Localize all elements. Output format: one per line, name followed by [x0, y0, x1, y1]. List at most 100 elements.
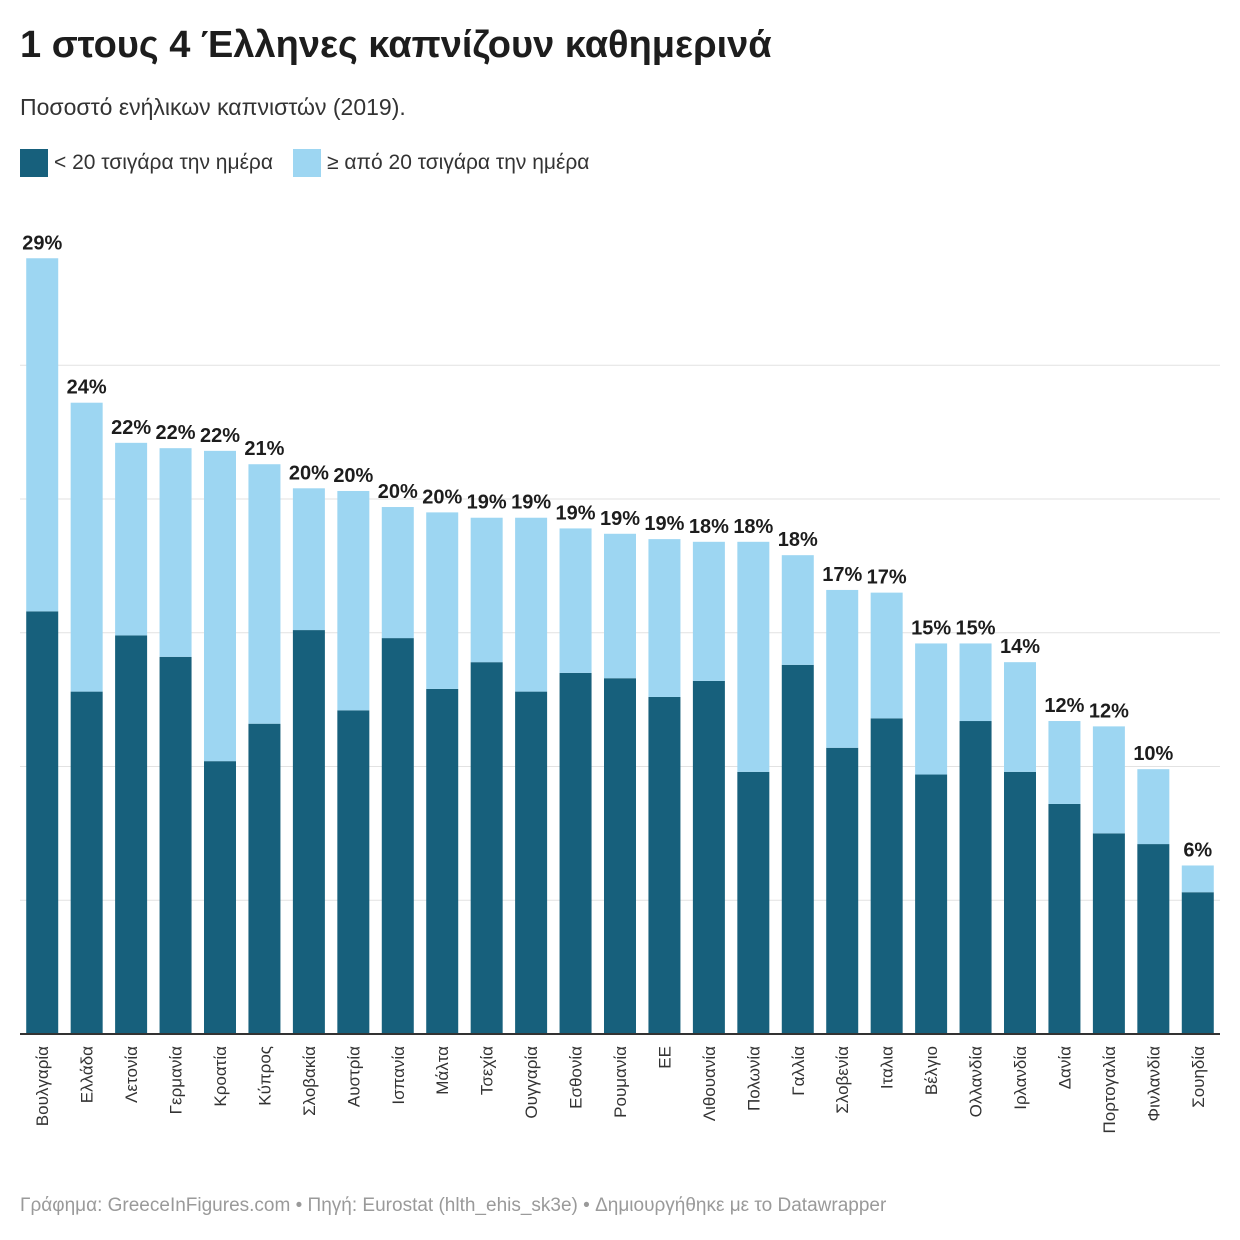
data-label: 12%	[1044, 695, 1084, 717]
legend: < 20 τσιγάρα την ημέρα ≥ από 20 τσιγάρα …	[20, 149, 589, 177]
bar-segment-20-plus	[470, 517, 503, 663]
bar-segment-20-plus	[381, 507, 414, 639]
x-tick-label: Τσεχία	[478, 1046, 497, 1095]
bar-segment-20-plus	[1137, 769, 1170, 845]
x-tick-label: Ελλάδα	[78, 1046, 97, 1103]
x-tick-label: Γαλλία	[789, 1046, 808, 1096]
chart-subtitle: Ποσοστό ενήλικων καπνιστών (2019).	[20, 94, 406, 120]
x-tick-label: Αυστρία	[344, 1046, 363, 1107]
bar-segment-under-20	[826, 747, 859, 1034]
x-tick-label: Λετονία	[122, 1046, 141, 1103]
bar-segment-under-20	[559, 672, 592, 1034]
bar-segment-under-20	[781, 664, 814, 1034]
x-tick-label: Γερμανία	[167, 1046, 186, 1115]
legend-swatch-under-20	[20, 149, 48, 177]
bar-segment-20-plus	[248, 464, 281, 724]
bar-segment-20-plus	[915, 643, 948, 775]
bar-segment-under-20	[648, 696, 681, 1034]
bar-segment-under-20	[604, 678, 636, 1034]
x-tick-label: Ισπανία	[389, 1046, 408, 1105]
bar-segment-under-20	[426, 688, 459, 1034]
bar-segment-under-20	[1092, 833, 1125, 1034]
bar-segment-20-plus	[870, 592, 903, 719]
x-tick-label: Ιταλια	[878, 1046, 897, 1089]
data-label: 18%	[778, 529, 818, 551]
bar-segment-20-plus	[1048, 721, 1081, 804]
bar-segment-20-plus	[204, 450, 236, 762]
x-tick-label: Βουλγαρία	[33, 1046, 52, 1126]
x-tick-label: Πολωνία	[744, 1046, 763, 1111]
data-label: 18%	[689, 516, 729, 538]
data-label: 21%	[244, 438, 284, 460]
bar-segment-20-plus	[515, 517, 548, 692]
bar-segment-20-plus	[737, 541, 770, 772]
bar-segment-under-20	[959, 721, 992, 1034]
bar-segment-under-20	[470, 662, 503, 1034]
data-label: 12%	[1089, 700, 1129, 722]
data-label: 20%	[422, 486, 462, 508]
bar-segment-20-plus	[959, 643, 992, 722]
data-label: 10%	[1133, 743, 1173, 765]
data-label: 19%	[511, 492, 551, 514]
bar-segment-20-plus	[1092, 726, 1125, 834]
x-tick-label: ΕΕ	[655, 1046, 674, 1069]
bar-segment-under-20	[692, 680, 725, 1034]
x-tick-label: Ουγγαρία	[522, 1046, 541, 1119]
bar-segment-20-plus	[70, 402, 103, 692]
bar-segment-under-20	[1048, 803, 1081, 1034]
bar-segment-under-20	[1004, 771, 1036, 1034]
x-tick-label: Ολλανδία	[967, 1046, 986, 1118]
bar-segment-under-20	[159, 656, 192, 1034]
data-label: 22%	[200, 425, 240, 447]
x-tick-label: Κύπρος	[255, 1046, 274, 1106]
legend-swatch-20-plus	[293, 149, 322, 177]
x-tick-label: Κροατία	[211, 1046, 230, 1107]
chart-footer: Γράφημα: GreeceInFigures.com • Πηγή: Eur…	[20, 1195, 887, 1216]
x-tick-label: Εσθονία	[567, 1046, 586, 1109]
bar-segment-20-plus	[337, 490, 370, 711]
bar-segment-under-20	[1181, 892, 1214, 1034]
legend-item-20-plus: ≥ από 20 τσιγάρα την ημέρα	[293, 149, 589, 177]
legend-label-20-plus: ≥ από 20 τσιγάρα την ημέρα	[327, 151, 590, 174]
bar-segment-20-plus	[1181, 865, 1214, 893]
legend-item-under-20: < 20 τσιγάρα την ημέρα	[20, 149, 273, 177]
data-label: 29%	[22, 232, 62, 254]
bar-segment-under-20	[737, 771, 770, 1034]
data-label: 17%	[867, 567, 907, 589]
data-label: 14%	[1000, 636, 1040, 658]
x-tick-label: Λιθουανία	[700, 1046, 719, 1121]
bar-segment-20-plus	[292, 488, 325, 631]
bar-segment-20-plus	[826, 589, 859, 748]
bar-segment-20-plus	[26, 258, 59, 612]
bar-segment-under-20	[115, 635, 148, 1034]
x-tick-label: Δανία	[1055, 1046, 1074, 1089]
bar-segment-under-20	[204, 761, 236, 1034]
bar-segment-20-plus	[604, 533, 636, 679]
data-label: 19%	[600, 508, 640, 530]
data-label: 19%	[467, 492, 507, 514]
bar-segment-20-plus	[115, 442, 148, 636]
data-label: 15%	[956, 617, 996, 639]
data-label: 24%	[67, 377, 107, 399]
x-tick-label: Φινλανδία	[1144, 1046, 1163, 1122]
x-tick-label: Μάλτα	[433, 1046, 452, 1095]
bar-segment-under-20	[26, 611, 59, 1034]
bar-segment-under-20	[381, 638, 414, 1034]
data-label: 18%	[733, 516, 773, 538]
bar-segment-20-plus	[159, 448, 192, 657]
x-tick-label: Ιρλανδία	[1011, 1046, 1030, 1110]
data-label: 20%	[289, 462, 329, 484]
chart-title: 1 στους 4 Έλληνες καπνίζουν καθημερινά	[20, 24, 772, 66]
x-tick-label: Πορτογαλία	[1100, 1046, 1119, 1134]
bar-segment-under-20	[248, 723, 281, 1034]
data-label: 17%	[822, 564, 862, 586]
bar-segment-under-20	[70, 691, 103, 1034]
bar-segment-under-20	[1137, 844, 1170, 1034]
bar-segment-under-20	[915, 774, 948, 1034]
data-label: 6%	[1183, 839, 1212, 861]
bar-segment-20-plus	[781, 555, 814, 665]
bar-segment-20-plus	[648, 539, 681, 697]
x-tick-label: Σλοβακία	[300, 1046, 319, 1116]
bar-segment-under-20	[515, 691, 548, 1034]
